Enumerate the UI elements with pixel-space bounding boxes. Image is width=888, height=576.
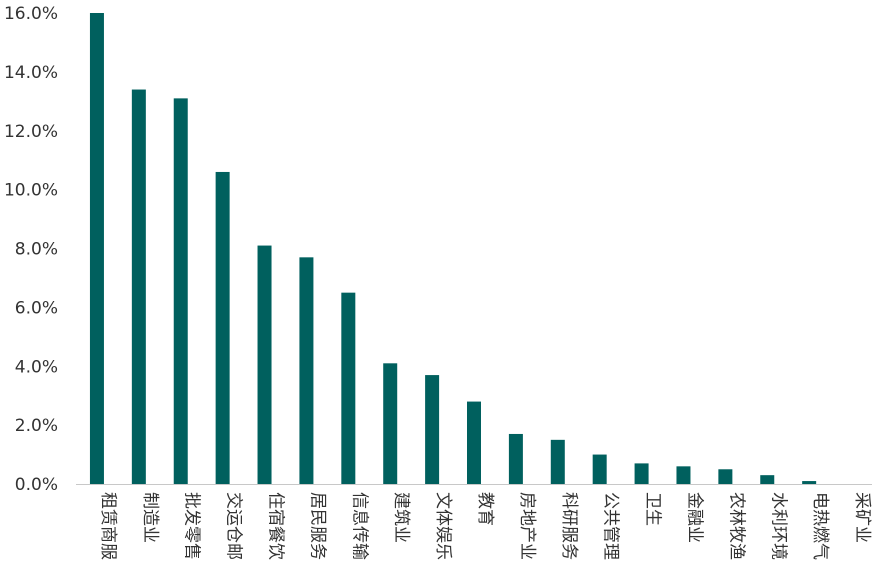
x-category-label: 批发零售: [182, 492, 202, 560]
x-category-label: 公共管理: [601, 492, 621, 560]
x-category-label: 文体娱乐: [433, 492, 453, 560]
x-category-label: 房地产业: [517, 492, 537, 560]
y-tick-label: 10.0%: [4, 181, 58, 201]
bar-7: [341, 292, 356, 484]
y-axis-ticks: 0.0% 2.0% 4.0% 6.0% 8.0% 10.0% 12.0% 14.0% 16.0%: [4, 4, 58, 495]
y-tick-label: 8.0%: [15, 240, 58, 260]
bar-16: [718, 469, 733, 484]
x-category-label: 租赁商服: [98, 492, 118, 560]
bar-17: [760, 475, 775, 484]
bar-1: [89, 13, 104, 484]
x-category-label: 农林牧渔: [726, 492, 746, 560]
x-category-label: 住宿餐饮: [266, 492, 286, 560]
y-tick-label: 12.0%: [4, 122, 58, 142]
x-category-label: 建筑业: [391, 492, 411, 543]
bar-8: [383, 363, 398, 484]
bar-5: [257, 245, 272, 484]
x-category-label: 水利环境: [768, 492, 788, 560]
bar-6: [299, 257, 314, 484]
x-category-label: 信息传输: [349, 492, 369, 560]
x-axis-category-labels: 租赁商服 制造业 批发零售 交运仓邮 住宿餐饮 居民服务 信息传输 建筑业 文体娱乐 教育 房地产业…: [98, 492, 872, 560]
y-tick-label: 0.0%: [15, 475, 58, 495]
x-category-label: 科研服务: [559, 492, 579, 560]
bar-2: [131, 89, 146, 484]
x-category-label: 金融业: [684, 492, 704, 543]
y-tick-label: 16.0%: [4, 4, 58, 24]
bar-14: [634, 463, 649, 484]
bar-15: [676, 466, 691, 484]
x-category-label: 采矿业: [852, 492, 872, 543]
bar-12: [550, 439, 565, 484]
x-category-label: 卫生: [643, 492, 663, 526]
bar-11: [508, 433, 523, 484]
y-tick-label: 6.0%: [15, 298, 58, 318]
bar-10: [467, 401, 481, 484]
bar-4: [215, 171, 230, 484]
bar-3: [173, 98, 188, 485]
bar-9: [425, 375, 440, 484]
y-tick-label: 4.0%: [15, 357, 58, 377]
x-category-label: 居民服务: [307, 492, 327, 560]
y-tick-label: 2.0%: [15, 416, 58, 436]
x-category-label: 制造业: [140, 492, 160, 543]
bar-series: [89, 13, 817, 485]
x-category-label: 交运仓邮: [224, 492, 244, 560]
y-tick-label: 14.0%: [4, 63, 58, 83]
bar-13: [592, 454, 607, 484]
x-category-label: 教育: [475, 492, 495, 526]
x-category-label: 电热燃气: [810, 492, 830, 560]
bar-18: [802, 481, 817, 484]
